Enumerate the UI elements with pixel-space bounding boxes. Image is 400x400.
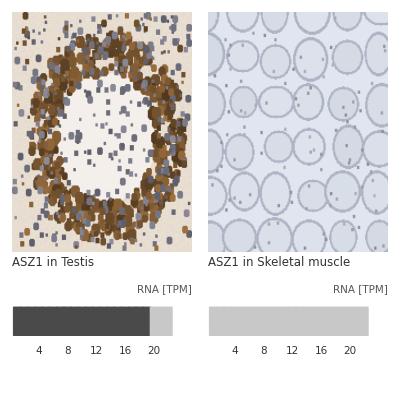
Text: 4: 4 (232, 346, 238, 356)
FancyBboxPatch shape (295, 306, 304, 336)
FancyBboxPatch shape (13, 306, 22, 336)
FancyBboxPatch shape (266, 306, 275, 336)
FancyBboxPatch shape (324, 306, 333, 336)
FancyBboxPatch shape (121, 306, 130, 336)
Text: ASZ1 in Testis: ASZ1 in Testis (12, 256, 94, 269)
Text: 8: 8 (64, 346, 71, 356)
FancyBboxPatch shape (338, 306, 347, 336)
FancyBboxPatch shape (281, 306, 290, 336)
Text: 20: 20 (344, 346, 356, 356)
FancyBboxPatch shape (288, 306, 297, 336)
FancyBboxPatch shape (252, 306, 261, 336)
FancyBboxPatch shape (353, 306, 362, 336)
FancyBboxPatch shape (238, 306, 246, 336)
FancyBboxPatch shape (302, 306, 311, 336)
FancyBboxPatch shape (34, 306, 43, 336)
FancyBboxPatch shape (245, 306, 254, 336)
FancyBboxPatch shape (331, 306, 340, 336)
Text: RNA [TPM]: RNA [TPM] (333, 284, 388, 294)
Text: 8: 8 (260, 346, 267, 356)
FancyBboxPatch shape (164, 306, 173, 336)
FancyBboxPatch shape (99, 306, 108, 336)
FancyBboxPatch shape (230, 306, 239, 336)
FancyBboxPatch shape (360, 306, 369, 336)
FancyBboxPatch shape (209, 306, 218, 336)
FancyBboxPatch shape (346, 306, 354, 336)
FancyBboxPatch shape (216, 306, 225, 336)
Text: 4: 4 (36, 346, 42, 356)
FancyBboxPatch shape (128, 306, 137, 336)
FancyBboxPatch shape (157, 306, 166, 336)
FancyBboxPatch shape (56, 306, 65, 336)
FancyBboxPatch shape (150, 306, 158, 336)
FancyBboxPatch shape (85, 306, 94, 336)
FancyBboxPatch shape (114, 306, 122, 336)
Text: 12: 12 (90, 346, 103, 356)
FancyBboxPatch shape (106, 306, 115, 336)
FancyBboxPatch shape (20, 306, 29, 336)
FancyBboxPatch shape (49, 306, 58, 336)
FancyBboxPatch shape (42, 306, 50, 336)
FancyBboxPatch shape (70, 306, 79, 336)
FancyBboxPatch shape (223, 306, 232, 336)
Text: 12: 12 (286, 346, 299, 356)
FancyBboxPatch shape (27, 306, 36, 336)
FancyBboxPatch shape (92, 306, 101, 336)
Text: 20: 20 (148, 346, 160, 356)
Text: 16: 16 (314, 346, 328, 356)
FancyBboxPatch shape (317, 306, 326, 336)
FancyBboxPatch shape (142, 306, 151, 336)
FancyBboxPatch shape (259, 306, 268, 336)
Text: 16: 16 (118, 346, 132, 356)
FancyBboxPatch shape (135, 306, 144, 336)
FancyBboxPatch shape (310, 306, 318, 336)
FancyBboxPatch shape (274, 306, 282, 336)
FancyBboxPatch shape (63, 306, 72, 336)
Text: RNA [TPM]: RNA [TPM] (137, 284, 192, 294)
FancyBboxPatch shape (78, 306, 86, 336)
Text: ASZ1 in Skeletal muscle: ASZ1 in Skeletal muscle (208, 256, 350, 269)
